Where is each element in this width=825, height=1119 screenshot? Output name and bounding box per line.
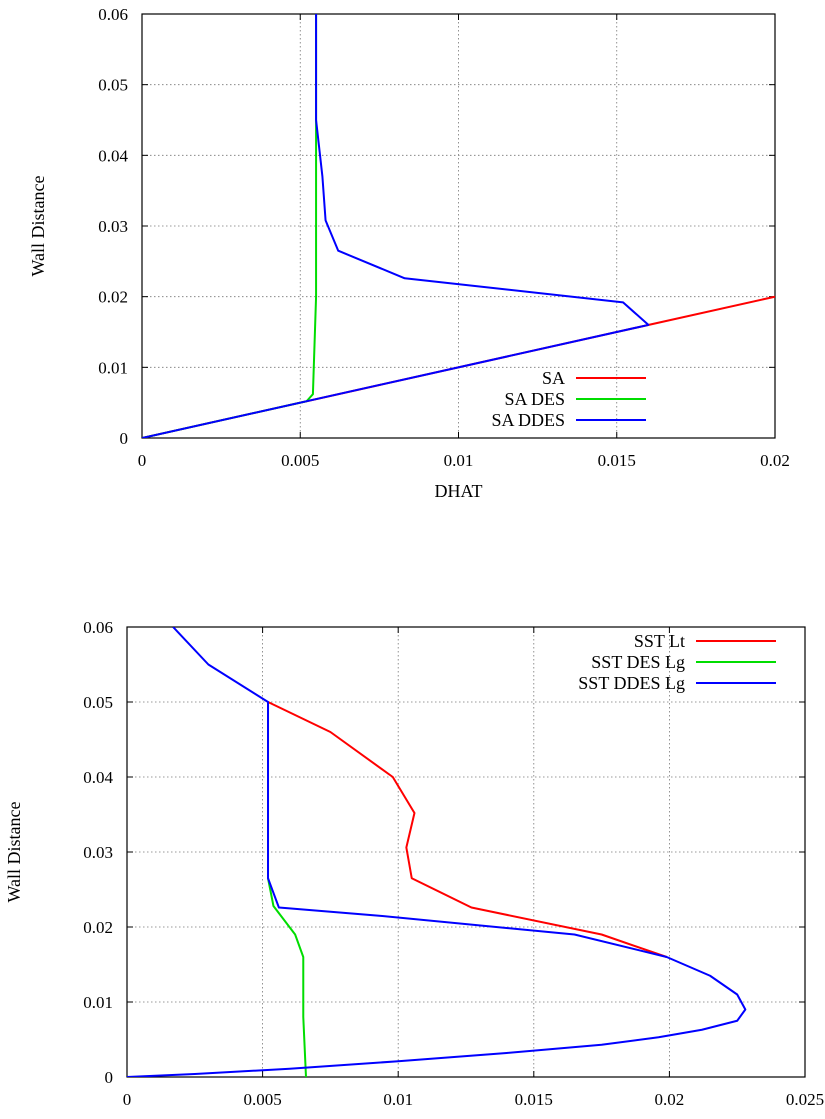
y-tick-label: 0.05 — [83, 693, 113, 712]
x-tick-label: 0.005 — [281, 451, 319, 470]
series-line-sa-des — [142, 14, 318, 438]
y-tick-label: 0.04 — [83, 768, 113, 787]
x-tick-label: 0.01 — [444, 451, 474, 470]
x-axis-label: DHAT — [435, 481, 483, 501]
x-tick-label: 0.015 — [598, 451, 636, 470]
y-tick-label: 0.01 — [83, 993, 113, 1012]
y-tick-label: 0.01 — [98, 358, 128, 377]
y-axis-label: Wall Distance — [28, 175, 48, 276]
x-tick-label: 0 — [138, 451, 147, 470]
y-tick-label: 0.03 — [98, 217, 128, 236]
y-tick-label: 0.06 — [98, 5, 128, 24]
chart-sst-lengths: 0 0.005 0.01 0.015 0.02 0.025 0 0.01 0.02 0.03 0.0… — [4, 618, 824, 1109]
y-tick-label: 0.04 — [98, 146, 128, 165]
y-tick-label: 0 — [105, 1068, 114, 1087]
x-tick-label: 0.005 — [243, 1090, 281, 1109]
series-line-sst-lt — [267, 701, 668, 958]
y-tick-label: 0.03 — [83, 843, 113, 862]
series-line-sst-des-lg — [267, 702, 307, 1077]
x-tick-label: 0.01 — [383, 1090, 413, 1109]
series-line-sa-ddes — [142, 14, 650, 438]
legend-label: SST DDES Lg — [578, 673, 685, 693]
legend-label: SST Lt — [634, 631, 685, 651]
y-tick-label: 0.02 — [98, 288, 128, 307]
x-tick-label: 0.025 — [786, 1090, 824, 1109]
x-tick-label: 0.015 — [515, 1090, 553, 1109]
legend-label: SA DDES — [491, 410, 565, 430]
y-tick-label: 0 — [120, 429, 129, 448]
y-tick-label: 0.02 — [83, 918, 113, 937]
x-tick-label: 0.02 — [760, 451, 790, 470]
x-tick-label: 0.02 — [655, 1090, 685, 1109]
chart-sa-dhat: 0 0.005 0.01 0.015 0.02 0 0.01 0.02 0.03 0.04 0.05… — [28, 5, 790, 501]
x-tick-label: 0 — [123, 1090, 132, 1109]
legend-label: SST DES Lg — [591, 652, 685, 672]
legend-label: SA DES — [504, 389, 565, 409]
legend-label: SA — [542, 368, 565, 388]
y-axis-label: Wall Distance — [4, 801, 24, 902]
y-tick-label: 0.05 — [98, 76, 128, 95]
y-tick-label: 0.06 — [83, 618, 113, 637]
series-line-sst-ddes-lg — [127, 627, 747, 1077]
